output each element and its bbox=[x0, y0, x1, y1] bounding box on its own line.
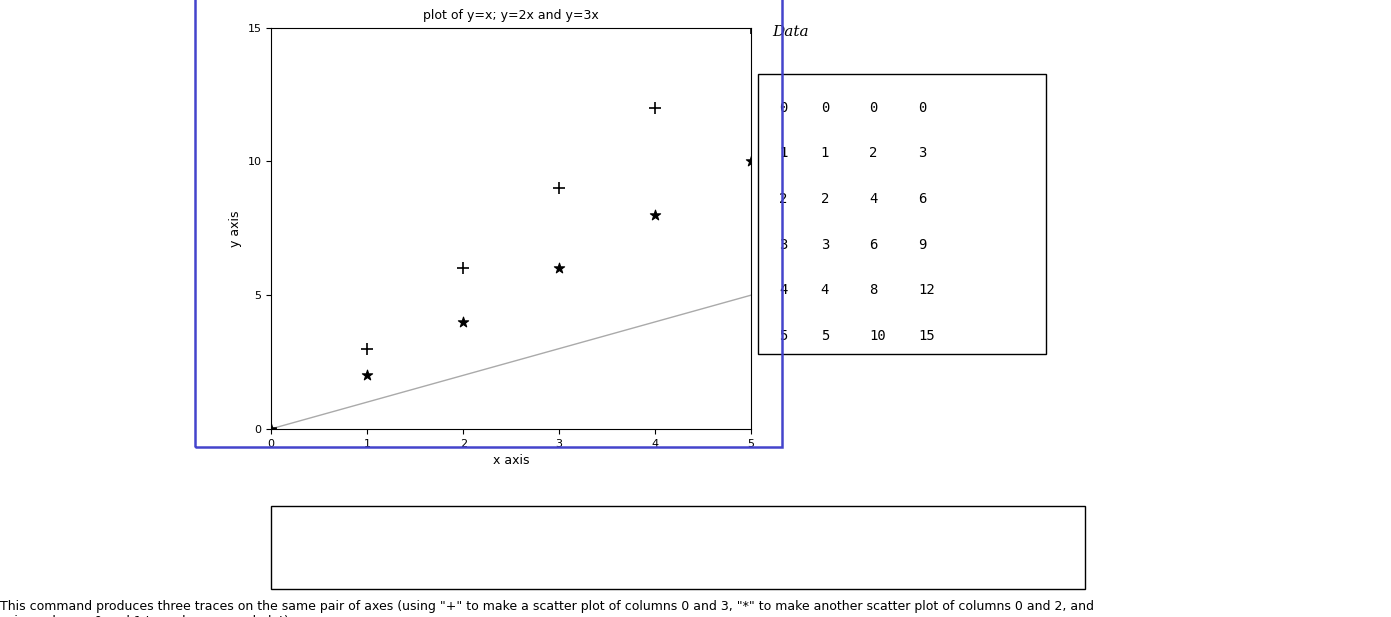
Text: 0: 0 bbox=[779, 101, 787, 115]
Text: 3: 3 bbox=[821, 238, 829, 252]
Text: 1: 1 bbox=[821, 146, 829, 160]
Title: plot of y=x; y=2x and y=3x: plot of y=x; y=2x and y=3x bbox=[423, 9, 600, 22]
Text: 2: 2 bbox=[821, 192, 829, 206]
X-axis label: x axis: x axis bbox=[492, 454, 530, 467]
Y-axis label: y axis: y axis bbox=[230, 210, 242, 247]
Point bbox=[260, 424, 282, 434]
Point bbox=[356, 370, 378, 380]
Text: 8: 8 bbox=[869, 283, 878, 297]
Text: 15: 15 bbox=[918, 329, 935, 343]
Text: 6: 6 bbox=[918, 192, 926, 206]
Text: 6: 6 bbox=[869, 238, 878, 252]
Text: 1: 1 bbox=[779, 146, 787, 160]
Point bbox=[452, 317, 474, 327]
Point bbox=[260, 424, 282, 434]
Text: 0: 0 bbox=[821, 101, 829, 115]
Point bbox=[644, 210, 666, 220]
Text: This command produces three traces on the same pair of axes (using "+" to make a: This command produces three traces on th… bbox=[0, 600, 1093, 613]
Text: 4: 4 bbox=[821, 283, 829, 297]
Text: 0: 0 bbox=[918, 101, 926, 115]
Text: using columns 0 and 1 to make a normal plot).: using columns 0 and 1 to make a normal p… bbox=[0, 615, 294, 617]
Text: -x "x axis" -y "y axis" -t "plot of y=x; y=2x and y=3x": -x "x axis" -y "y axis" -t "plot of y=x;… bbox=[288, 540, 730, 553]
Point bbox=[548, 263, 570, 273]
Point bbox=[644, 103, 666, 113]
Text: 3: 3 bbox=[918, 146, 926, 160]
Point bbox=[356, 344, 378, 354]
Text: plt example5.data 0 3 0 2 1 -F"p s+ s* m": plt example5.data 0 3 0 2 1 -F"p s+ s* m… bbox=[288, 517, 595, 530]
Text: 10: 10 bbox=[869, 329, 886, 343]
Point bbox=[740, 23, 762, 33]
Text: 4: 4 bbox=[869, 192, 878, 206]
Text: 9: 9 bbox=[918, 238, 926, 252]
Text: 12: 12 bbox=[918, 283, 935, 297]
Text: 5: 5 bbox=[821, 329, 829, 343]
Text: 0: 0 bbox=[869, 101, 878, 115]
Point bbox=[548, 183, 570, 193]
Text: 5: 5 bbox=[779, 329, 787, 343]
Point bbox=[452, 263, 474, 273]
Point bbox=[740, 157, 762, 167]
Text: 2: 2 bbox=[779, 192, 787, 206]
Text: Data: Data bbox=[772, 25, 808, 39]
Text: 4: 4 bbox=[779, 283, 787, 297]
Text: 2: 2 bbox=[869, 146, 878, 160]
Text: 3: 3 bbox=[779, 238, 787, 252]
